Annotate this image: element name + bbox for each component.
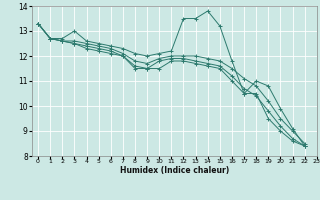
X-axis label: Humidex (Indice chaleur): Humidex (Indice chaleur) [120, 166, 229, 175]
